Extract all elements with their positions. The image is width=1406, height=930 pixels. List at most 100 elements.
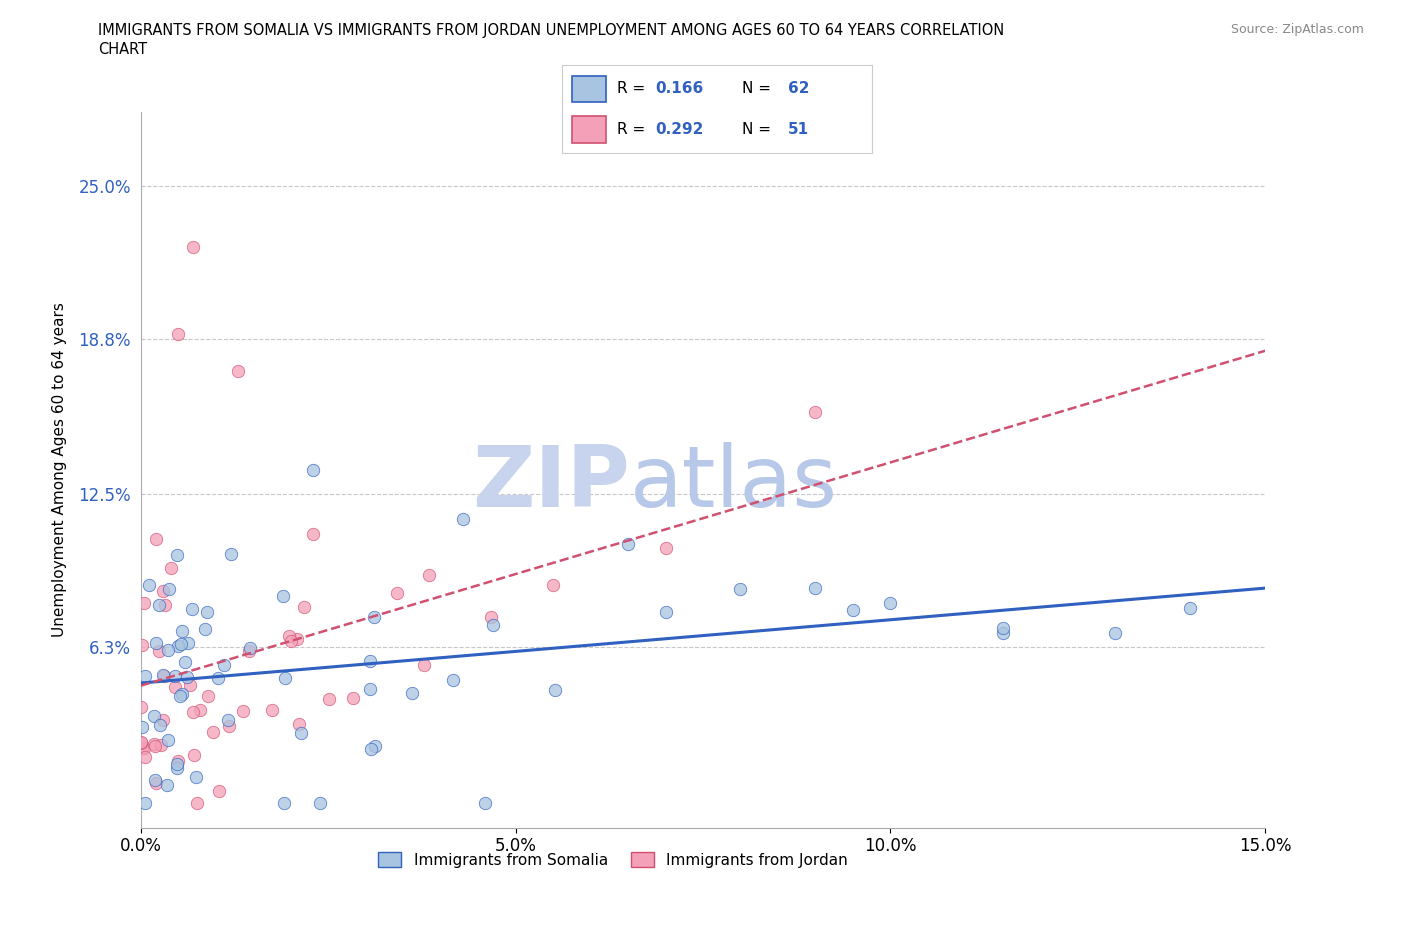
Point bbox=[479, 610, 502, 625]
Point bbox=[134, 596, 156, 611]
Point bbox=[167, 638, 190, 653]
Point bbox=[129, 735, 152, 750]
Point bbox=[991, 621, 1014, 636]
Point bbox=[142, 737, 165, 751]
Text: atlas: atlas bbox=[630, 443, 838, 525]
Point bbox=[359, 654, 381, 669]
FancyBboxPatch shape bbox=[572, 75, 606, 102]
Point bbox=[134, 669, 156, 684]
Point bbox=[221, 546, 243, 561]
Point bbox=[186, 795, 208, 810]
Point bbox=[138, 578, 160, 592]
Point bbox=[129, 736, 152, 751]
Point bbox=[181, 704, 204, 719]
Point bbox=[385, 586, 408, 601]
Point bbox=[287, 716, 309, 731]
Point bbox=[302, 462, 325, 477]
Point bbox=[148, 598, 170, 613]
Point bbox=[156, 777, 179, 792]
Point bbox=[474, 795, 496, 810]
Point bbox=[197, 689, 219, 704]
Point bbox=[177, 635, 200, 650]
Point bbox=[167, 753, 190, 768]
Point bbox=[143, 773, 166, 788]
Point bbox=[181, 240, 204, 255]
Point bbox=[226, 364, 249, 379]
Text: CHART: CHART bbox=[98, 42, 148, 57]
Point bbox=[152, 668, 174, 683]
Point bbox=[271, 588, 294, 603]
Point bbox=[131, 720, 153, 735]
Point bbox=[544, 683, 567, 698]
Text: 0.292: 0.292 bbox=[655, 122, 703, 137]
Y-axis label: Unemployment Among Ages 60 to 64 years: Unemployment Among Ages 60 to 64 years bbox=[52, 302, 67, 637]
Point bbox=[342, 690, 364, 705]
Point bbox=[184, 769, 207, 784]
Point bbox=[145, 776, 167, 790]
Point bbox=[451, 512, 474, 526]
Point bbox=[401, 685, 423, 700]
Point bbox=[131, 740, 153, 755]
Text: IMMIGRANTS FROM SOMALIA VS IMMIGRANTS FROM JORDAN UNEMPLOYMENT AMONG AGES 60 TO : IMMIGRANTS FROM SOMALIA VS IMMIGRANTS FR… bbox=[98, 23, 1005, 38]
Point bbox=[176, 670, 198, 684]
Point bbox=[292, 600, 315, 615]
Point bbox=[183, 748, 205, 763]
Point bbox=[273, 795, 295, 810]
Point bbox=[654, 540, 676, 555]
Point bbox=[179, 677, 201, 692]
Point bbox=[359, 682, 381, 697]
Point bbox=[166, 548, 188, 563]
Point bbox=[190, 703, 212, 718]
Point bbox=[290, 725, 312, 740]
Point bbox=[654, 604, 676, 619]
Text: Source: ZipAtlas.com: Source: ZipAtlas.com bbox=[1230, 23, 1364, 36]
Point bbox=[167, 326, 190, 341]
Point bbox=[541, 578, 564, 592]
Point bbox=[360, 742, 382, 757]
Point bbox=[153, 598, 176, 613]
Point bbox=[153, 669, 176, 684]
Point bbox=[145, 738, 167, 753]
Point bbox=[285, 631, 308, 646]
Point bbox=[149, 717, 172, 732]
Point bbox=[194, 622, 217, 637]
Point bbox=[172, 624, 194, 639]
Point bbox=[212, 658, 235, 672]
Point bbox=[134, 795, 156, 810]
Point bbox=[157, 643, 180, 658]
Point bbox=[180, 602, 202, 617]
Point bbox=[152, 712, 174, 727]
Point bbox=[174, 655, 197, 670]
Point bbox=[166, 760, 188, 775]
Point bbox=[842, 603, 865, 618]
Point bbox=[1104, 626, 1126, 641]
Point bbox=[302, 526, 325, 541]
Point bbox=[309, 795, 332, 810]
Point bbox=[159, 561, 181, 576]
Point bbox=[166, 757, 188, 772]
Point bbox=[413, 658, 436, 672]
FancyBboxPatch shape bbox=[572, 116, 606, 143]
Legend: Immigrants from Somalia, Immigrants from Jordan: Immigrants from Somalia, Immigrants from… bbox=[373, 845, 853, 874]
Point bbox=[238, 644, 260, 658]
Point bbox=[364, 738, 387, 753]
Point bbox=[143, 709, 166, 724]
Point bbox=[482, 618, 505, 632]
Point bbox=[804, 405, 827, 419]
Point bbox=[132, 740, 155, 755]
Text: N =: N = bbox=[742, 82, 770, 97]
Point bbox=[208, 784, 231, 799]
Point bbox=[165, 669, 187, 684]
Point bbox=[239, 641, 262, 656]
Point bbox=[418, 568, 440, 583]
Point bbox=[804, 580, 827, 595]
Point bbox=[443, 672, 465, 687]
Point bbox=[217, 712, 239, 727]
Text: R =: R = bbox=[616, 122, 645, 137]
Point bbox=[163, 680, 186, 695]
Point bbox=[134, 750, 156, 764]
Point bbox=[201, 724, 224, 739]
Point bbox=[260, 702, 283, 717]
Point bbox=[131, 637, 153, 652]
Text: 51: 51 bbox=[789, 122, 810, 137]
